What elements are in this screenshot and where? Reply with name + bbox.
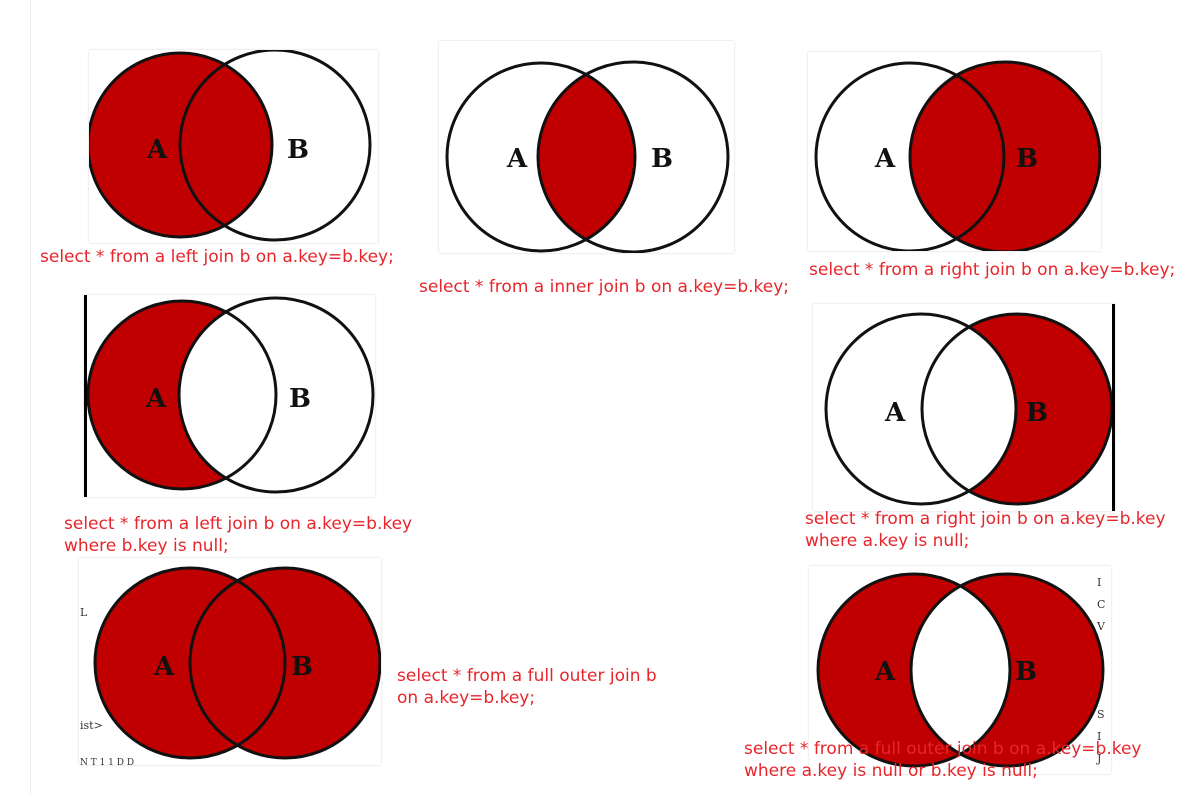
caption-full-outer-join-null: select * from a full outer join b on a.k… bbox=[744, 738, 1141, 782]
edge-bar-left bbox=[84, 295, 87, 497]
label-b: B bbox=[287, 135, 309, 165]
venn-left-join-svg: A B bbox=[89, 50, 372, 242]
label-b: B bbox=[1016, 144, 1038, 174]
venn-right-join-null: A B bbox=[813, 304, 1115, 511]
stray-char: S bbox=[1097, 708, 1105, 721]
venn-right-join: A B bbox=[808, 52, 1101, 251]
label-a: A bbox=[506, 144, 528, 174]
label-b: B bbox=[651, 144, 673, 174]
caption-left-join: select * from a left join b on a.key=b.k… bbox=[40, 246, 394, 268]
venn-full-outer-join-svg: A B bbox=[93, 566, 381, 760]
label-b: B bbox=[1026, 398, 1048, 428]
venn-inner-join: A B bbox=[439, 41, 734, 253]
circle-a-outline bbox=[93, 566, 287, 760]
caption-line: on a.key=b.key; bbox=[397, 688, 536, 708]
caption-full-outer-join: select * from a full outer join b on a.k… bbox=[397, 665, 657, 709]
circle-a-outline bbox=[816, 572, 1012, 768]
caption-line: select * from a left join b on a.key=b.k… bbox=[64, 514, 413, 534]
stray-char: I bbox=[1097, 730, 1102, 743]
caption-left-join-null: select * from a left join b on a.key=b.k… bbox=[64, 513, 412, 557]
circle-b bbox=[536, 60, 730, 253]
stray-char: I bbox=[1097, 576, 1102, 589]
edge-bar-right bbox=[1112, 304, 1115, 511]
stray-text-right-column: I C V S I J bbox=[1097, 572, 1105, 770]
circle-a-outline bbox=[89, 51, 274, 239]
label-b: B bbox=[1015, 657, 1037, 687]
label-a: A bbox=[146, 135, 168, 165]
label-b: B bbox=[291, 652, 313, 682]
venn-left-join-null: A B bbox=[84, 295, 375, 497]
venn-inner-join-svg: A B bbox=[445, 60, 730, 253]
stray-char: V bbox=[1097, 620, 1105, 633]
stray-char: J bbox=[1097, 752, 1102, 765]
label-a: A bbox=[153, 652, 175, 682]
label-b: B bbox=[289, 384, 311, 414]
venn-left-join: A B bbox=[89, 50, 378, 243]
caption-line: select * from a right join b on a.key=b.… bbox=[809, 260, 1176, 280]
caption-line: select * from a full outer join b on a.k… bbox=[744, 739, 1142, 759]
label-a: A bbox=[884, 398, 906, 428]
venn-right-join-svg: A B bbox=[814, 60, 1101, 251]
caption-right-join: select * from a right join b on a.key=b.… bbox=[809, 259, 1175, 281]
stray-text-under: N T 1 1 D D bbox=[80, 758, 135, 768]
venn-right-join-null-svg: A B bbox=[824, 312, 1114, 506]
intersection bbox=[538, 63, 635, 251]
circle-a bbox=[86, 299, 278, 491]
circle-a bbox=[824, 312, 1018, 506]
circle-b-outline bbox=[908, 60, 1101, 251]
circle-b bbox=[178, 50, 372, 242]
caption-line: where a.key is null or b.key is null; bbox=[744, 761, 1038, 781]
venn-full-outer-join: A B bbox=[79, 558, 381, 765]
left-border bbox=[30, 0, 31, 795]
label-a: A bbox=[874, 144, 896, 174]
venn-full-outer-join-null: A B bbox=[809, 566, 1111, 774]
caption-right-join-null: select * from a right join b on a.key=b.… bbox=[805, 508, 1166, 552]
circle-b bbox=[177, 296, 375, 494]
label-a: A bbox=[874, 657, 896, 687]
caption-line: select * from a right join b on a.key=b.… bbox=[805, 509, 1166, 529]
venn-full-outer-join-null-svg: A B bbox=[816, 572, 1105, 768]
caption-line: select * from a full outer join b bbox=[397, 666, 657, 686]
caption-line: select * from a left join b on a.key=b.k… bbox=[40, 247, 394, 267]
circle-b-outline bbox=[188, 566, 381, 760]
stray-char: C bbox=[1097, 598, 1106, 611]
caption-inner-join: select * from a inner join b on a.key=b.… bbox=[419, 276, 789, 298]
stray-text-l: L bbox=[80, 606, 88, 619]
caption-line: where b.key is null; bbox=[64, 536, 229, 556]
caption-line: select * from a inner join b on a.key=b.… bbox=[419, 277, 790, 297]
stray-text-ist: ist> bbox=[80, 719, 103, 732]
circle-b-outline bbox=[909, 572, 1105, 768]
caption-line: where a.key is null; bbox=[805, 531, 970, 551]
circle-a bbox=[814, 61, 1006, 251]
circle-a bbox=[445, 61, 637, 253]
venn-left-join-null-svg: A B bbox=[86, 296, 375, 494]
intersection-cleared bbox=[911, 574, 1010, 766]
label-a: A bbox=[145, 384, 167, 414]
